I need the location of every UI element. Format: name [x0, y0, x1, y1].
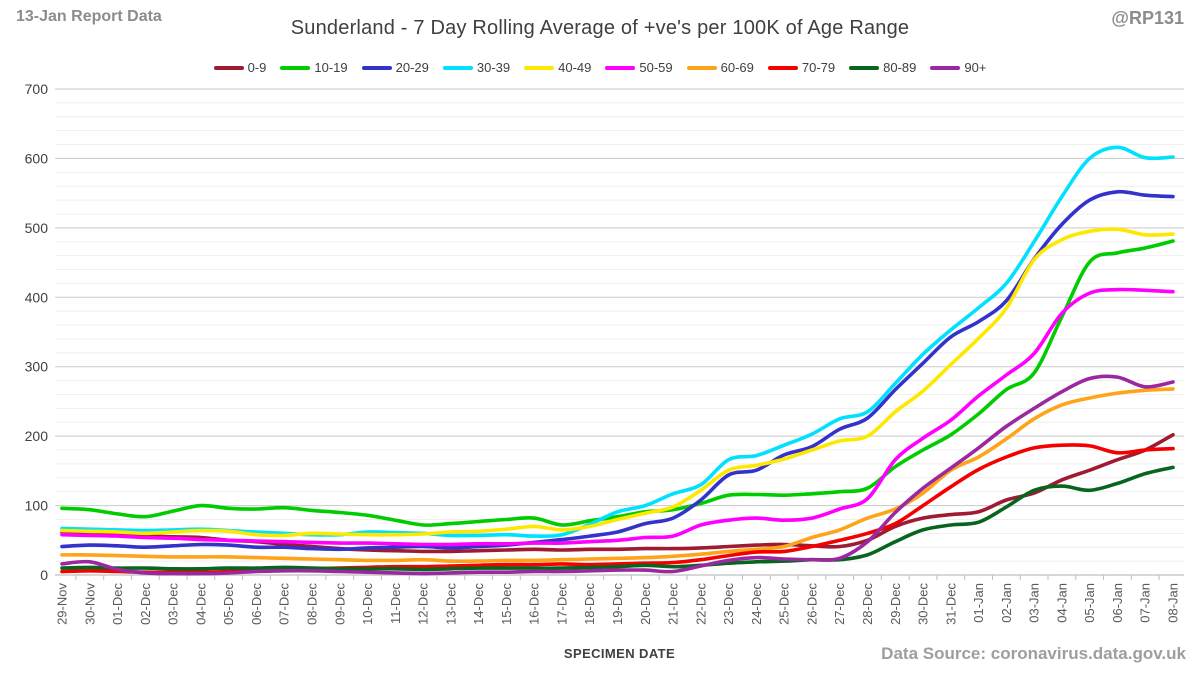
legend-item-60-69: 60-69 [686, 60, 754, 75]
legend-item-40-49: 40-49 [524, 60, 591, 75]
x-axis-tick-label: 17-Dec [554, 583, 569, 625]
legend-item-0-9: 0-9 [213, 60, 267, 75]
legend-swatch [605, 65, 636, 70]
series-line-0-9 [60, 433, 1175, 554]
x-axis-tick-label: 14-Dec [471, 583, 486, 625]
x-axis-tick-label: 26-Dec [804, 583, 819, 625]
y-axis-tick-label: 400 [25, 289, 49, 305]
x-axis-tick-label: 11-Dec [388, 583, 403, 624]
x-axis-tick-label: 03-Jan [1027, 583, 1042, 623]
legend-label: 0-9 [247, 60, 267, 75]
x-axis-tick-label: 08-Dec [304, 583, 319, 625]
x-axis-tick-label: 31-Dec [943, 583, 958, 625]
x-axis-tick-label: 12-Dec [416, 583, 431, 625]
x-axis-tick-label: 30-Nov [82, 583, 97, 625]
x-axis-tick-label: 09-Dec [332, 583, 347, 625]
x-axis-title: SPECIMEN DATE [563, 646, 676, 661]
legend-swatch [361, 65, 392, 70]
x-axis-tick-label: 28-Dec [860, 583, 875, 625]
x-axis-tick-label: 18-Dec [582, 583, 597, 625]
legend-label: 90+ [964, 60, 987, 75]
y-axis-tick-label: 500 [25, 220, 49, 236]
x-axis-tick-label: 19-Dec [610, 583, 625, 625]
legend-swatch [524, 65, 555, 70]
series-line-90plus [60, 374, 1175, 576]
x-axis-tick-label: 06-Dec [249, 583, 264, 625]
x-axis-tick-label: 15-Dec [499, 583, 514, 625]
y-axis-tick-label: 100 [25, 498, 49, 514]
x-axis-tick-label: 13-Dec [443, 583, 458, 625]
x-axis-tick-label: 25-Dec [777, 583, 792, 625]
series-line-10-19 [60, 239, 1175, 527]
series-line-20-29 [60, 189, 1175, 552]
x-axis-tick-label: 27-Dec [832, 583, 847, 625]
legend-label: 80-89 [883, 60, 917, 75]
x-axis-tick-label: 22-Dec [693, 583, 708, 625]
x-axis-tick-label: 02-Jan [999, 583, 1014, 623]
x-axis-tick-label: 24-Dec [749, 583, 764, 625]
series-line-60-69 [60, 387, 1175, 564]
legend-label: 70-79 [801, 60, 836, 75]
y-axis-tick-label: 700 [25, 81, 49, 97]
x-axis-tick-label: 30-Dec [916, 583, 931, 625]
legend-swatch [930, 65, 961, 70]
x-axis-tick-label: 04-Jan [1054, 583, 1069, 623]
x-axis-tick-label: 01-Jan [971, 583, 986, 623]
x-axis-tick-label: 29-Nov [55, 583, 70, 625]
x-axis-tick-label: 21-Dec [666, 583, 681, 625]
x-axis-tick-label: 23-Dec [721, 583, 736, 625]
x-axis-tick-label: 08-Jan [1166, 583, 1181, 623]
series-line-50-59 [60, 287, 1175, 547]
y-axis-tick-label: 300 [25, 359, 49, 375]
x-axis-tick-label: 10-Dec [360, 583, 375, 625]
legend-label: 20-29 [395, 60, 429, 75]
x-axis-tick-label: 07-Jan [1138, 583, 1153, 623]
legend-item-80-89: 80-89 [849, 60, 916, 75]
x-axis-tick-label: 05-Dec [221, 583, 236, 625]
report-date-label: 13-Jan Report Data [16, 8, 162, 25]
legend-label: 60-69 [720, 60, 754, 75]
x-axis-tick-label: 07-Dec [277, 583, 292, 625]
x-axis-tick-label: 04-Dec [193, 583, 208, 625]
legend-label: 30-39 [476, 60, 511, 75]
legend-item-90plus: 90+ [930, 60, 986, 75]
legend-label: 50-59 [639, 60, 673, 75]
series-line-30-39 [60, 145, 1175, 538]
y-axis-tick-label: 0 [40, 567, 48, 583]
legend-label: 10-19 [314, 60, 348, 75]
x-axis-tick-label: 01-Dec [110, 583, 125, 625]
legend-swatch [767, 65, 798, 70]
legend-label: 40-49 [558, 60, 592, 75]
series-line-40-49 [60, 227, 1175, 538]
legend-swatch [442, 65, 473, 70]
x-axis-tick-label: 06-Jan [1110, 583, 1125, 623]
x-axis-tick-label: 03-Dec [166, 583, 181, 625]
legend-item-10-19: 10-19 [280, 60, 348, 75]
x-axis-tick-label: 29-Dec [888, 583, 903, 625]
legend: 0-9 10-19 20-29 30-39 40-49 50-59 60-69 70-79 80… [0, 60, 1200, 75]
legend-item-30-39: 30-39 [442, 60, 511, 75]
data-source-label: Data Source: coronavirus.data.gov.uk [881, 644, 1186, 663]
legend-swatch [686, 65, 717, 70]
legend-swatch [213, 65, 244, 70]
legend-swatch [849, 65, 880, 70]
chart-title: Sunderland - 7 Day Rolling Average of +v… [290, 17, 910, 39]
author-handle: @RP131 [1111, 8, 1184, 28]
x-axis-tick-label: 02-Dec [138, 583, 153, 625]
y-axis-tick-label: 200 [25, 428, 49, 444]
series-line-80-89 [60, 465, 1175, 572]
y-axis-tick-label: 600 [25, 150, 49, 166]
x-axis-tick-label: 16-Dec [527, 583, 542, 625]
legend-item-70-79: 70-79 [767, 60, 836, 75]
legend-swatch [280, 65, 311, 70]
x-axis-tick-label: 20-Dec [638, 583, 653, 625]
legend-item-50-59: 50-59 [605, 60, 673, 75]
x-axis-tick-label: 05-Jan [1082, 583, 1097, 623]
legend-item-20-29: 20-29 [361, 60, 429, 75]
